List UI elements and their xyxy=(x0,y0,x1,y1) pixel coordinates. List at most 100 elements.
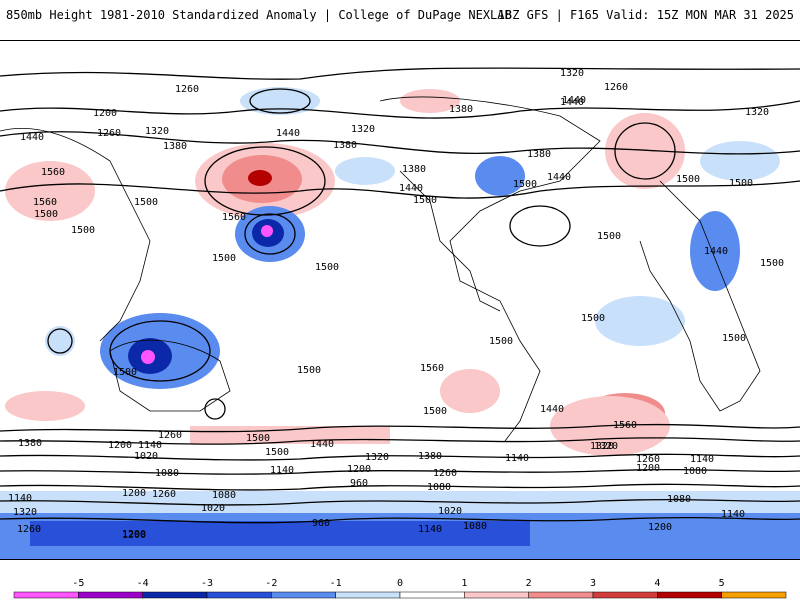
colorbar-tick-label: 5 xyxy=(719,578,725,589)
contour-label: 1260 xyxy=(158,430,182,441)
model-run-info: 18Z GFS | F165 Valid: 15Z MON MAR 31 202… xyxy=(497,8,794,22)
contour-label: 1440 xyxy=(704,246,728,257)
anomaly-negative-region xyxy=(0,491,800,513)
contour-label: 1320 xyxy=(145,126,169,137)
contour-label: 1140 xyxy=(270,465,294,476)
contour-label: 1320 xyxy=(365,452,389,463)
contour-label: 1140 xyxy=(690,454,714,465)
colorbar-tick-label: 0 xyxy=(397,578,403,589)
contour-label: 1080 xyxy=(463,521,487,532)
anomaly-negative-region xyxy=(30,521,530,546)
height-contours xyxy=(0,67,800,524)
contour-label: 1560 xyxy=(41,167,65,178)
colorbar-canvas: -5 -4 -3 -2 -1 0 1 2 3 4 5 xyxy=(13,578,787,599)
contour-label: 1440 xyxy=(399,183,423,194)
colorbar-tick-label: 4 xyxy=(654,578,660,589)
contour-label: 1500 xyxy=(134,197,158,208)
colorbar-swatch xyxy=(142,591,208,599)
contour-label: 1140 xyxy=(418,524,442,535)
contour-label: 1320 xyxy=(594,441,618,452)
contour-label: 1500 xyxy=(34,209,58,220)
anomaly-positive-region xyxy=(400,89,460,113)
contour-label: 1080 xyxy=(427,482,451,493)
contour-label: 1200 xyxy=(636,463,660,474)
contour-label: 1560 xyxy=(420,363,444,374)
contour-label: 1380 xyxy=(333,140,357,151)
colorbar: -5 -4 -3 -2 -1 0 1 2 3 4 5 xyxy=(0,570,800,600)
contour-label: 1260 xyxy=(17,524,41,535)
anomaly-negative-region xyxy=(240,87,320,115)
contour-label: 1320 xyxy=(13,507,37,518)
anomaly-negative-region xyxy=(700,141,780,181)
contour-label: 1080 xyxy=(155,468,179,479)
colorbar-swatch xyxy=(399,591,465,599)
contour-label: 1560 xyxy=(33,197,57,208)
contour-label: 1020 xyxy=(438,506,462,517)
contour-label: 1200 xyxy=(122,529,146,540)
colorbar-tick-label: -3 xyxy=(201,578,213,589)
contour-label: 1440 xyxy=(562,95,586,106)
colorbar-swatch xyxy=(528,591,594,599)
contour-label: 1500 xyxy=(513,179,537,190)
contour-label: 1440 xyxy=(560,97,584,108)
colorbar-tick-label: -4 xyxy=(137,578,149,589)
contour-label: 1260 xyxy=(175,84,199,95)
contour-label: 1140 xyxy=(505,453,529,464)
map-title: 850mb Height 1981-2010 Standardized Anom… xyxy=(6,8,512,22)
contour-label: 1500 xyxy=(212,253,236,264)
contour-label: 1500 xyxy=(597,231,621,242)
colorbar-swatch xyxy=(335,591,401,599)
anomaly-negative-region xyxy=(690,211,740,291)
contour-label: 1320 xyxy=(560,68,584,79)
contour-label: 1500 xyxy=(315,262,339,273)
colorbar-tick-label: 1 xyxy=(461,578,467,589)
contour-label: 1500 xyxy=(676,174,700,185)
contour-label: 1020 xyxy=(201,503,225,514)
contour-label: 1380 xyxy=(18,438,42,449)
anomaly-negative-region xyxy=(335,157,395,185)
contour-label: 1440 xyxy=(547,172,571,183)
colorbar-swatch xyxy=(464,591,529,599)
contour-label: 1320 xyxy=(745,107,769,118)
anomaly-positive-region xyxy=(248,170,272,186)
colorbar-tick-label: -1 xyxy=(330,578,342,589)
contour-label: 1140 xyxy=(138,440,162,451)
contour-labels: 1320 1260 1200 1260 1320 1380 1440 1560 … xyxy=(8,68,784,541)
contour-label: 1380 xyxy=(402,164,426,175)
contour-label: 1440 xyxy=(540,404,564,415)
contour-label: 1260 xyxy=(636,454,660,465)
contour-label: 1380 xyxy=(163,141,187,152)
contour-label: 1380 xyxy=(527,149,551,160)
contour-label: 1320 xyxy=(351,124,375,135)
contour-label: 1380 xyxy=(449,104,473,115)
contour-label: 1200 xyxy=(108,440,132,451)
coastlines xyxy=(0,96,761,442)
contour-label: 1440 xyxy=(20,132,44,143)
anomaly-positive-region xyxy=(5,391,85,421)
contour-label: 1500 xyxy=(722,333,746,344)
colorbar-swatch xyxy=(657,591,722,599)
anomaly-negative-region xyxy=(475,156,525,196)
contour-label: 1500 xyxy=(729,178,753,189)
anomaly-negative-region xyxy=(141,350,155,364)
contour-label: 1500 xyxy=(71,225,95,236)
contour-label: 1020 xyxy=(134,451,158,462)
contour-label: 1200 xyxy=(122,530,146,541)
contour-label: 1080 xyxy=(667,494,691,505)
anomaly-negative-region xyxy=(261,225,273,237)
contour-label: 1500 xyxy=(297,365,321,376)
contour-label: 1260 xyxy=(604,82,628,93)
contour-label: 1140 xyxy=(8,493,32,504)
contour-label: 1500 xyxy=(246,433,270,444)
contour-label: 1500 xyxy=(113,367,137,378)
colorbar-swatch xyxy=(206,591,272,599)
contour-label: 1560 xyxy=(222,212,246,223)
anomaly-positive-region xyxy=(605,113,685,189)
contour-label: 1200 xyxy=(93,108,117,119)
contour-label: 1500 xyxy=(581,313,605,324)
map-panel: 1320 1260 1200 1260 1320 1380 1440 1560 … xyxy=(0,40,800,560)
map-header: 850mb Height 1981-2010 Standardized Anom… xyxy=(0,0,800,30)
colorbar-swatch xyxy=(13,591,79,599)
contour-label: 1380 xyxy=(418,451,442,462)
colorbar-swatch xyxy=(592,591,658,599)
